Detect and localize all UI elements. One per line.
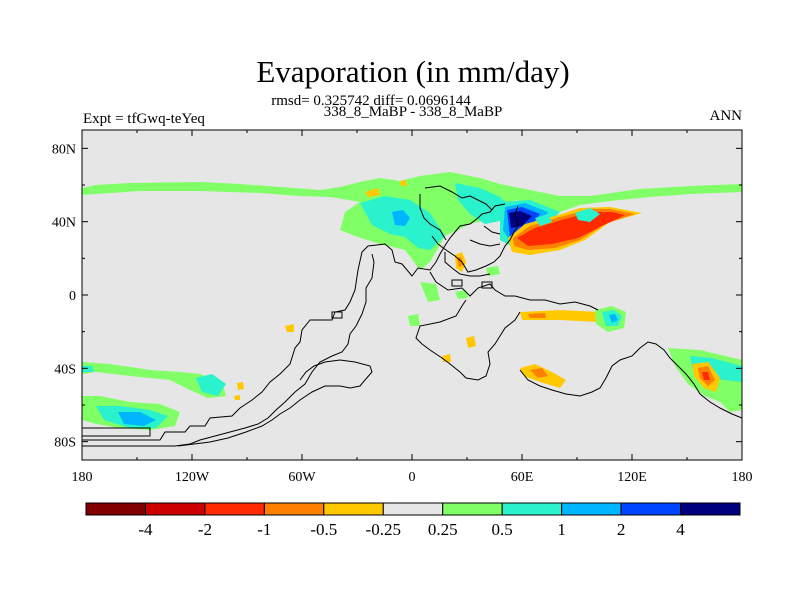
colorbar-swatch [680,502,741,516]
colorbar-label: -4 [138,520,153,539]
contour-green-spot-3 [455,290,468,299]
colorbar-label: -2 [198,520,212,539]
x-tick-label: 0 [409,470,416,485]
contour-fill-layer [82,172,742,430]
colorbar-label: 0.5 [492,520,513,539]
colorbar-swatch [204,502,265,516]
coastline-asia-inner [444,225,501,277]
colorbar-swatch [382,502,444,516]
colorbar-swatch [263,502,325,516]
contour-yellow-spot-4 [285,324,294,332]
contour-green-sw [82,362,226,398]
coastline-north-asia [419,185,519,273]
contour-yellow-spot-3 [400,180,407,186]
y-tick-label: 40S [54,362,76,377]
contour-green-spot-2 [408,314,420,326]
contour-blue-eq [609,314,618,323]
x-tick-label: 180 [72,470,93,485]
colorbar-label: -0.5 [310,520,337,539]
coastlines [82,185,742,447]
colorbar-label: 0.25 [428,520,458,539]
coastline-island-3 [451,279,463,287]
colorbar-label: 2 [617,520,626,539]
colorbar-label: 1 [557,520,566,539]
contour-orange-eq [528,313,546,318]
x-tick-label: 180 [732,470,753,485]
contour-yellow-spot-5 [466,336,476,348]
contour-blue-north [392,210,410,226]
colorbar-swatch [85,502,146,516]
y-axis: 80N 40N 0 40S 80S [52,142,742,451]
case-subtitle: 338_8_MaBP - 338_8_MaBP [323,104,503,120]
x-axis: 180 120W 60W 0 60E 120E 180 [72,130,753,485]
contour-cyan-inset [575,208,600,222]
colorbar-swatch [442,502,503,516]
x-tick-label: 120E [617,470,647,485]
season-label: ANN [709,108,743,124]
contour-red-plume [517,212,625,246]
contour-navy-ne [509,211,532,228]
contour-orange-south [530,368,548,378]
contour-blue-sw [118,412,156,426]
coastline-south-america [177,359,373,447]
y-tick-label: 80S [54,436,76,451]
coastline-americas [82,203,506,447]
colorbar-swatch [323,502,384,516]
coastline-island-2 [481,281,493,289]
colorbar-swatch [561,502,622,516]
contour-green-spot-1 [420,282,440,302]
contour-cyan-westedge [82,366,94,372]
contour-yellow-eq [520,310,600,322]
coastline-island-1 [331,311,343,319]
y-tick-label: 80N [52,142,76,157]
coastline-africa [415,271,599,381]
colorbar-swatch [144,502,206,516]
stats-subtitle: rmsd= 0.325742 diff= 0.0696144 [271,93,471,109]
contour-yellow-spot-2 [365,188,380,197]
contour-green-spot-4 [486,266,500,276]
contour-yellow-spot-7 [237,382,244,390]
contour-cyan-inset2 [535,214,552,226]
contour-cyan-sw [196,374,226,396]
experiment-label: Expt = tfGwq-teYeq [83,111,205,127]
y-tick-label: 40N [52,216,76,231]
contour-cyan-ne [455,183,512,224]
colorbar-swatch [620,502,682,516]
colorbar-label: -1 [257,520,271,539]
plot-title: Evaporation (in mm/day) [256,54,570,89]
colorbar-swatch [501,502,563,516]
x-tick-label: 120W [175,470,210,485]
x-tick-label: 60E [511,470,534,485]
contour-yellow-spot-8 [234,395,240,400]
coastline-australia-antarctic [519,341,742,419]
y-tick-label: 0 [69,289,76,304]
colorbar: -4 -2 -1 -0.5 -0.25 0.25 0.5 1 2 4 [85,502,741,539]
x-tick-label: 60W [288,470,316,485]
contour-red-se [702,372,710,380]
colorbar-label: 4 [676,520,685,539]
colorbar-label: -0.25 [366,520,401,539]
